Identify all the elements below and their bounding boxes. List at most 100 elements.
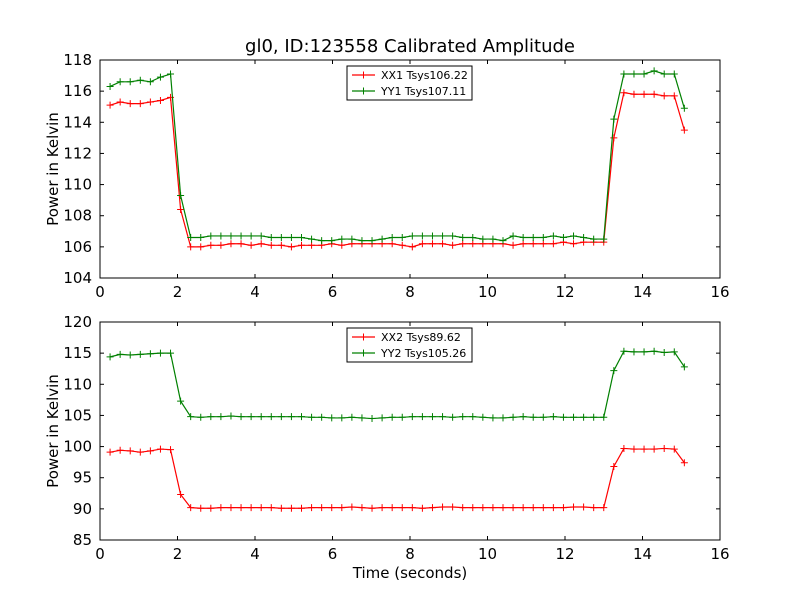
data-point-marker bbox=[187, 413, 195, 421]
legend-label: YY1 Tsys107.11 bbox=[380, 85, 466, 98]
y-axis-label: Power in Kelvin bbox=[44, 374, 62, 488]
y-tick-label: 115 bbox=[63, 344, 92, 362]
data-point-marker bbox=[418, 240, 426, 248]
x-tick-label: 2 bbox=[173, 283, 183, 301]
data-point-marker bbox=[519, 234, 527, 242]
data-point-marker bbox=[287, 243, 295, 251]
data-point-marker bbox=[378, 235, 386, 243]
data-point-marker bbox=[539, 240, 547, 248]
data-point-marker bbox=[570, 232, 578, 240]
data-point-marker bbox=[267, 413, 275, 421]
x-tick-label: 4 bbox=[250, 545, 260, 563]
data-point-marker bbox=[136, 350, 144, 358]
data-point-marker bbox=[277, 234, 285, 242]
data-point-marker bbox=[156, 445, 164, 453]
data-point-marker bbox=[136, 448, 144, 456]
data-point-marker bbox=[388, 504, 396, 512]
data-point-marker bbox=[489, 235, 497, 243]
data-point-marker bbox=[590, 413, 598, 421]
data-point-marker bbox=[459, 413, 467, 421]
data-point-marker bbox=[439, 240, 447, 248]
data-point-marker bbox=[620, 347, 628, 355]
legend-label: XX1 Tsys106.22 bbox=[381, 69, 468, 82]
data-point-marker bbox=[509, 504, 517, 512]
y-tick-label: 110 bbox=[63, 176, 92, 194]
data-point-marker bbox=[580, 413, 588, 421]
data-point-marker bbox=[650, 67, 658, 75]
data-point-marker bbox=[398, 413, 406, 421]
data-point-marker bbox=[217, 241, 225, 249]
data-point-marker bbox=[418, 504, 426, 512]
y-tick-label: 114 bbox=[63, 113, 92, 131]
data-point-marker bbox=[388, 413, 396, 421]
data-point-marker bbox=[388, 240, 396, 248]
data-point-marker bbox=[197, 413, 205, 421]
data-point-marker bbox=[539, 413, 547, 421]
data-point-marker bbox=[650, 347, 658, 355]
data-point-marker bbox=[549, 413, 557, 421]
data-point-marker bbox=[660, 349, 668, 357]
data-point-marker bbox=[338, 504, 346, 512]
x-axis-label: Time (seconds) bbox=[352, 564, 468, 582]
data-point-marker bbox=[328, 237, 336, 245]
data-point-marker bbox=[378, 414, 386, 422]
data-point-marker bbox=[207, 413, 215, 421]
data-point-marker bbox=[580, 234, 588, 242]
data-point-marker bbox=[146, 350, 154, 358]
data-point-marker bbox=[660, 92, 668, 100]
legend: XX1 Tsys106.22 YY1 Tsys107.11 bbox=[346, 65, 473, 101]
data-point-marker bbox=[570, 240, 578, 248]
data-point-marker bbox=[287, 413, 295, 421]
data-point-marker bbox=[277, 504, 285, 512]
data-point-marker bbox=[267, 241, 275, 249]
data-point-marker bbox=[670, 348, 678, 356]
data-point-marker bbox=[368, 415, 376, 423]
data-point-marker bbox=[156, 96, 164, 104]
data-point-marker bbox=[348, 235, 356, 243]
y-tick-label: 90 bbox=[73, 500, 92, 518]
data-point-marker bbox=[348, 503, 356, 511]
data-point-marker bbox=[318, 504, 326, 512]
legend: XX2 Tsys89.62 YY2 Tsys105.26 bbox=[346, 327, 473, 363]
data-point-marker bbox=[177, 397, 185, 405]
data-point-marker bbox=[640, 70, 648, 78]
data-point-marker bbox=[308, 504, 316, 512]
data-point-marker bbox=[197, 504, 205, 512]
x-tick-label: 12 bbox=[555, 545, 574, 563]
data-point-marker bbox=[640, 348, 648, 356]
data-point-marker bbox=[600, 504, 608, 512]
y-tick-label: 108 bbox=[63, 207, 92, 225]
y-tick-label: 105 bbox=[63, 406, 92, 424]
data-point-marker bbox=[177, 191, 185, 199]
data-point-marker bbox=[348, 413, 356, 421]
data-point-marker bbox=[489, 504, 497, 512]
data-point-marker bbox=[247, 504, 255, 512]
data-point-marker bbox=[539, 504, 547, 512]
series-line-2 bbox=[109, 70, 685, 242]
data-point-marker bbox=[318, 413, 326, 421]
data-point-marker bbox=[328, 504, 336, 512]
data-point-marker bbox=[600, 413, 608, 421]
data-point-marker bbox=[590, 504, 598, 512]
data-point-marker bbox=[398, 504, 406, 512]
data-point-marker bbox=[519, 504, 527, 512]
data-point-marker bbox=[267, 234, 275, 242]
data-point-marker bbox=[187, 504, 195, 512]
data-point-marker bbox=[237, 232, 245, 240]
data-point-marker bbox=[106, 353, 114, 361]
data-point-marker bbox=[620, 70, 628, 78]
data-point-marker bbox=[177, 205, 185, 213]
y-tick-label: 100 bbox=[63, 438, 92, 456]
data-point-marker bbox=[630, 90, 638, 98]
data-point-marker bbox=[408, 243, 416, 251]
data-point-marker bbox=[388, 234, 396, 242]
data-point-marker bbox=[670, 70, 678, 78]
legend-box bbox=[346, 327, 473, 363]
data-point-marker bbox=[539, 234, 547, 242]
x-tick-label: 0 bbox=[95, 283, 105, 301]
data-point-marker bbox=[610, 134, 618, 142]
data-point-marker bbox=[439, 503, 447, 511]
data-point-marker bbox=[449, 232, 457, 240]
data-point-marker bbox=[489, 414, 497, 422]
data-point-marker bbox=[308, 235, 316, 243]
